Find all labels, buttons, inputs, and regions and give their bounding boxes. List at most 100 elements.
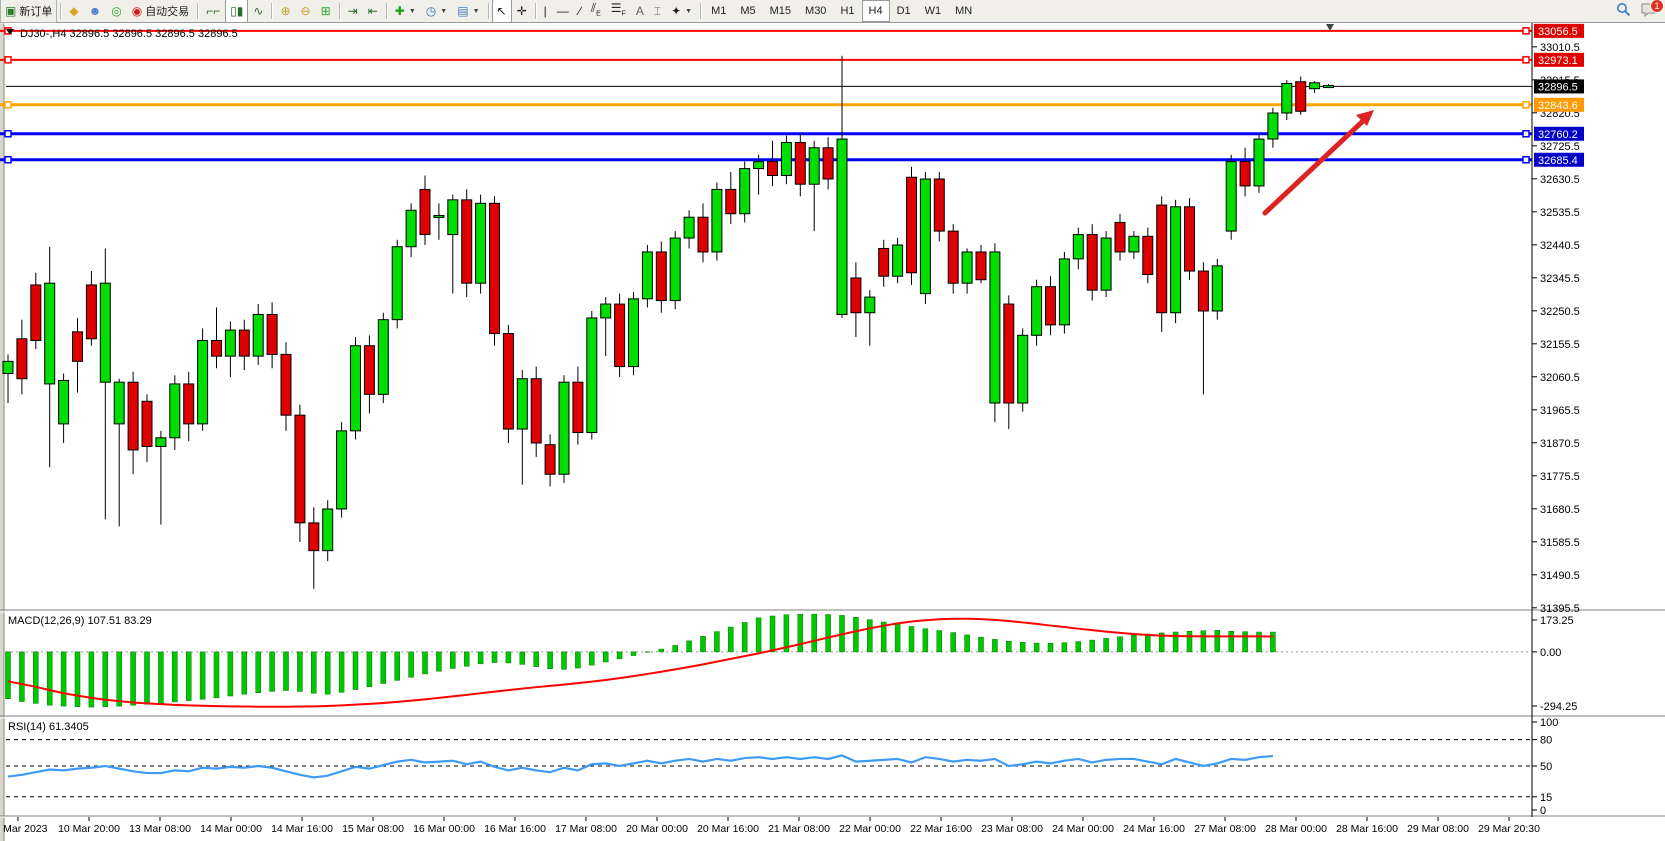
candle-body (780, 142, 792, 177)
price-badge (1534, 79, 1584, 94)
auto-trading-label: 自动交易 (145, 6, 190, 18)
new-order-label: 新订单 (19, 6, 53, 18)
price-badge-label: 33056.5 (1538, 26, 1578, 38)
macd-histogram-bar (811, 613, 817, 653)
chart-shift-button[interactable]: ⇤ (363, 0, 383, 23)
price-badge (1534, 126, 1584, 141)
line-anchor-handle[interactable] (1522, 156, 1530, 164)
time-tick-label: 29 Mar 20:30 (1478, 823, 1540, 835)
macd-histogram-bar (422, 651, 428, 675)
macd-histogram-bar (894, 624, 901, 653)
candlestick-icon: ▯▮ (230, 4, 244, 18)
time-tick-label: 23 Mar 08:00 (981, 823, 1043, 835)
timeframe-d1-button[interactable]: D1 (896, 5, 911, 17)
horizontal-line-button[interactable]: — (552, 0, 574, 23)
new-order-button[interactable]: ▣ 新订单 (0, 0, 58, 23)
macd-histogram-bar (769, 615, 776, 653)
candlestick-chart-button[interactable]: ▯▮ (225, 0, 249, 23)
toolbar-separator (534, 3, 536, 19)
macd-histogram-bar (978, 636, 984, 653)
candle-body (85, 284, 97, 340)
text-label-button[interactable]: ⌶ (649, 0, 666, 23)
line-anchor-handle[interactable] (4, 130, 12, 138)
chart-shift-icon: ⇤ (367, 4, 378, 18)
line-anchor-handle[interactable] (4, 156, 12, 164)
time-tick-label: 14 Mar 00:00 (200, 823, 262, 835)
zoom-out-button[interactable]: ⊖ (296, 0, 316, 23)
timeframe-m1-button[interactable]: M1 (711, 5, 727, 17)
main-toolbar: ▣ 新订单 ◆ ☻ ◎ ◉ 自动交易 ⌐⌐ ▯▮ ∿ ⊕ (0, 0, 1665, 23)
macd-histogram-bar (1145, 633, 1151, 653)
macd-histogram-bar (241, 651, 248, 695)
line-anchor-handle[interactable] (1522, 27, 1530, 35)
candle-body (294, 414, 306, 524)
timeframe-h1-button[interactable]: H1 (840, 5, 855, 17)
candle-body (1170, 206, 1182, 314)
line-chart-button[interactable]: ∿ (248, 0, 268, 23)
line-chart-icon: ∿ (253, 4, 264, 18)
macd-histogram-bar (700, 635, 706, 653)
cursor-button[interactable]: ↖ (491, 0, 512, 23)
symbol-dropdown-icon[interactable] (6, 29, 14, 35)
price-badge (1534, 152, 1584, 167)
line-anchor-handle[interactable] (1522, 56, 1530, 64)
search-icon[interactable] (1616, 2, 1631, 20)
macd-histogram-bar (728, 626, 734, 653)
crosshair-button[interactable]: ✛ (512, 0, 532, 23)
auto-trading-button[interactable]: ◉ 自动交易 (127, 0, 194, 23)
arrows-button[interactable]: ✦ ▼ (666, 0, 697, 23)
indicators-button[interactable]: ✚ ▼ (390, 0, 421, 23)
chart-shift-marker[interactable] (1326, 24, 1334, 31)
candle-body (530, 378, 542, 444)
candle-body (1003, 303, 1015, 404)
profile-button[interactable]: ☻ (84, 0, 107, 23)
toolbar-separator (385, 3, 387, 19)
timeframe-w1-button[interactable]: W1 (924, 5, 942, 17)
auto-scroll-button[interactable]: ⇥ (343, 0, 363, 23)
time-tick-label: 22 Mar 16:00 (910, 823, 972, 835)
periods-button[interactable]: ◷ ▼ (421, 0, 452, 23)
time-tick-label: 15 Mar 08:00 (342, 823, 404, 835)
zoom-in-button[interactable]: ⊕ (275, 0, 295, 23)
text-button[interactable]: A (631, 0, 649, 23)
trend-arrow-annotation[interactable] (1262, 110, 1374, 216)
timeframe-mn-button[interactable]: MN (955, 5, 973, 17)
vertical-line-button[interactable]: | (539, 0, 552, 23)
timeframe-h4-button[interactable]: H4 (861, 0, 890, 22)
timeframe-m5-button[interactable]: M5 (740, 5, 756, 17)
bar-chart-button[interactable]: ⌐⌐ (201, 0, 225, 23)
signals-button[interactable]: ◎ (106, 0, 126, 23)
macd-histogram-bar (269, 651, 275, 692)
candle-body (641, 251, 653, 300)
auto-trading-icon: ◉ (131, 4, 143, 18)
line-anchor-handle[interactable] (4, 56, 12, 64)
time-axis[interactable]: 10 Mar 2023 10 Mar 20:00 13 Mar 08:00 14 Ma… (0, 817, 1540, 835)
macd-histogram-bar (213, 651, 220, 699)
toolbar-separator (60, 3, 62, 19)
line-anchor-handle[interactable] (4, 101, 12, 109)
candle-body (850, 277, 862, 314)
timeframe-m15-button[interactable]: M15 (769, 5, 792, 17)
candle-body (864, 296, 876, 314)
macd-histogram-bar (950, 632, 956, 653)
channel-button[interactable]: ⫽E (586, 0, 606, 23)
notifications-icon[interactable]: 1 (1641, 0, 1664, 20)
macd-histogram-bar (436, 651, 442, 672)
candle-body (989, 251, 1001, 404)
candle-body (878, 247, 890, 277)
candle-body (377, 319, 389, 395)
fibonacci-button[interactable]: ☰F (606, 0, 631, 23)
templates-button[interactable]: ▤ ▼ (452, 0, 484, 23)
chart-window-button[interactable]: ◆ (64, 0, 83, 23)
tile-windows-button[interactable]: ⊞ (316, 0, 336, 23)
trendline-button[interactable]: ∕ (574, 0, 586, 23)
timeframe-m30-button[interactable]: M30 (805, 5, 827, 17)
vertical-line-icon: | (543, 4, 547, 18)
macd-histogram-bar (575, 651, 581, 669)
price-axis[interactable]: 33010.532915.532820.532725.532630.532535… (1531, 22, 1584, 817)
candle-body (113, 381, 125, 425)
line-anchor-handle[interactable] (1522, 130, 1530, 138)
macd-histogram-bar (1089, 639, 1095, 653)
candle-body (614, 303, 626, 368)
line-anchor-handle[interactable] (1522, 101, 1530, 109)
